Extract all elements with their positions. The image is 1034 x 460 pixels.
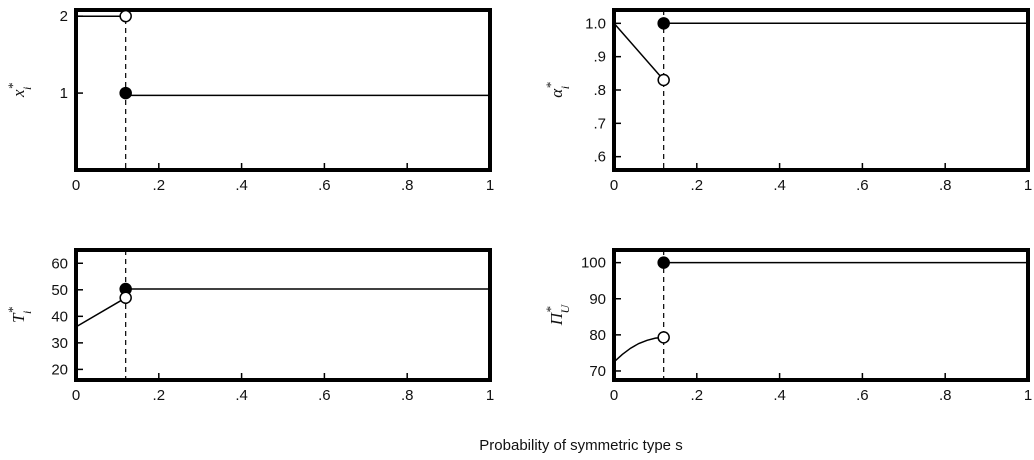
panel-alpha-y-tick-label: .9 <box>593 49 606 66</box>
panel-pi-y-tick-label: 80 <box>589 327 606 344</box>
panel-t-x-tick-label: .8 <box>401 387 414 404</box>
panel-t-y-tick-label: 30 <box>51 335 68 352</box>
panel-alpha-y-tick-label: .6 <box>593 149 606 166</box>
panel-pi-x-tick-label: .8 <box>939 387 952 404</box>
panel-pi-filled-point <box>657 256 670 269</box>
panel-x-open-point <box>119 9 132 23</box>
panel-t-y-axis-label-main: T <box>9 312 28 323</box>
panel-pi: 0 .2 .4 .6 .8 1 70 80 90 100 Π*U <box>543 248 1032 404</box>
panel-pi-y-tick-label: 90 <box>589 291 606 308</box>
panel-alpha-y-tick-label: .7 <box>593 115 606 132</box>
panel-pi-series-line-1 <box>613 336 664 363</box>
panel-pi-x-tick-label: .2 <box>691 387 704 404</box>
figure-x-axis-label: Probability of symmetric type s <box>479 437 682 454</box>
panel-t-x-tick-label: 1 <box>486 387 494 404</box>
panel-t-frame <box>74 248 492 382</box>
panel-alpha-y-tick-label: 1.0 <box>585 15 606 32</box>
panel-t-y-axis-label-sup: * <box>5 307 20 314</box>
panel-x-frame <box>74 8 492 172</box>
panel-alpha-filled-point <box>657 17 670 30</box>
panel-alpha: 0 .2 .4 .6 .8 1 .6 .7 .8 .9 1.0 α*i <box>543 8 1032 194</box>
panel-alpha-frame <box>612 8 1030 172</box>
panel-pi-y-tick-label: 70 <box>589 363 606 380</box>
panel-pi-y-axis-label-main: Π <box>547 311 566 326</box>
panel-alpha-y-axis-label-sup: * <box>543 82 558 89</box>
panel-alpha-y-axis-label: α*i <box>543 82 572 98</box>
panel-t: 0 .2 .4 .6 .8 1 20 30 40 50 60 T*i <box>5 248 494 404</box>
panel-x-y-tick-label: 1 <box>60 85 68 102</box>
panel-alpha-x-tick-label: .6 <box>856 177 869 194</box>
panel-t-y-axis-label-sub: i <box>20 311 34 314</box>
panel-x-y-axis-label-main: x <box>9 89 28 98</box>
panel-t-y-tick-label: 50 <box>51 282 68 299</box>
panel-alpha-y-tick-label: .8 <box>593 82 606 99</box>
panel-t-x-tick-label: 0 <box>72 387 80 404</box>
panel-x-x-tick-label: .4 <box>235 177 248 194</box>
panel-x-filled-point <box>119 86 132 100</box>
panel-t-open-point <box>119 291 132 305</box>
panel-pi-y-axis-label: Π*U <box>543 303 572 326</box>
panel-pi-y-axis-label-sup: * <box>543 306 558 313</box>
panel-x: 0 .2 .4 .6 .8 1 1 2 x*i <box>5 8 494 194</box>
panel-alpha-series-line-1 <box>613 22 665 81</box>
panel-x-y-axis-label-sup: * <box>5 82 20 89</box>
panel-alpha-x-tick-label: 0 <box>610 177 618 194</box>
panel-pi-y-tick-label: 100 <box>581 255 606 272</box>
panel-alpha-open-point <box>657 73 670 87</box>
panel-t-x-tick-label: .4 <box>235 387 248 404</box>
panel-t-y-tick-label: 40 <box>51 308 68 325</box>
panel-t-y-tick-label: 20 <box>51 361 68 378</box>
panel-pi-open-point <box>657 331 670 344</box>
panel-t-series-line-1 <box>75 297 127 328</box>
panel-pi-frame <box>612 248 1030 382</box>
panel-x-x-tick-label: 1 <box>486 177 494 194</box>
panel-alpha-x-tick-label: 1 <box>1024 177 1032 194</box>
panel-pi-y-axis-label-sub: U <box>558 303 572 313</box>
panel-x-x-tick-label: .6 <box>318 177 331 194</box>
panel-x-y-tick-label: 2 <box>60 8 68 25</box>
panel-t-y-tick-label: 60 <box>51 255 68 272</box>
panel-alpha-y-axis-label-main: α <box>547 88 566 98</box>
panel-pi-x-tick-label: .6 <box>856 387 869 404</box>
panel-alpha-y-axis-label-sub: i <box>558 86 572 89</box>
panel-pi-x-tick-label: .4 <box>773 387 786 404</box>
panel-t-y-axis-label: T*i <box>5 307 34 323</box>
panel-x-x-tick-label: .8 <box>401 177 414 194</box>
panel-alpha-x-tick-label: .2 <box>691 177 704 194</box>
panel-t-x-tick-label: .2 <box>153 387 166 404</box>
panel-pi-x-tick-label: 1 <box>1024 387 1032 404</box>
panel-x-y-axis-label-sub: i <box>20 87 34 90</box>
panel-alpha-x-tick-label: .4 <box>773 177 786 194</box>
panel-x-x-tick-label: 0 <box>72 177 80 194</box>
panel-x-x-tick-label: .2 <box>153 177 166 194</box>
panel-alpha-x-tick-label: .8 <box>939 177 952 194</box>
panel-pi-x-tick-label: 0 <box>610 387 618 404</box>
panel-x-y-axis-label: x*i <box>5 82 34 98</box>
panel-t-x-tick-label: .6 <box>318 387 331 404</box>
